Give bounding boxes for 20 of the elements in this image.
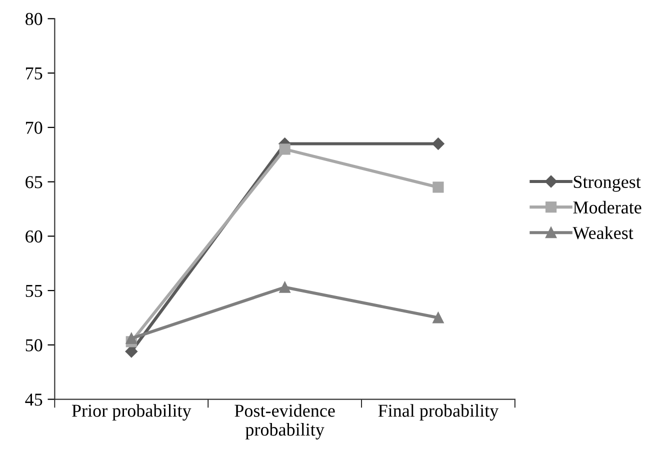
point: [432, 182, 444, 193]
x-tick-label: Prior probability: [72, 404, 192, 421]
y-tick-label: 75: [26, 67, 42, 80]
y-tick-label: 45: [25, 394, 42, 406]
x-tick-label: Final probability: [378, 404, 499, 421]
point: [432, 312, 444, 324]
x-tick-label: Post-evidence probability: [234, 404, 335, 440]
point: [279, 144, 290, 155]
point: [432, 138, 444, 150]
y-tick-label: 55: [26, 284, 42, 297]
legend-label: Weakest: [572, 226, 634, 240]
point: [126, 332, 137, 344]
y-tick-label: 50: [26, 339, 42, 352]
y-tick-label: 80: [26, 12, 42, 26]
legend-label: Strongest: [574, 176, 641, 192]
legend-label: Moderate: [573, 200, 642, 214]
y-tick-label: 65: [26, 176, 42, 188]
y-tick-label: 70: [26, 122, 42, 134]
point: [279, 282, 290, 293]
y-tick-label: 60: [26, 230, 42, 243]
